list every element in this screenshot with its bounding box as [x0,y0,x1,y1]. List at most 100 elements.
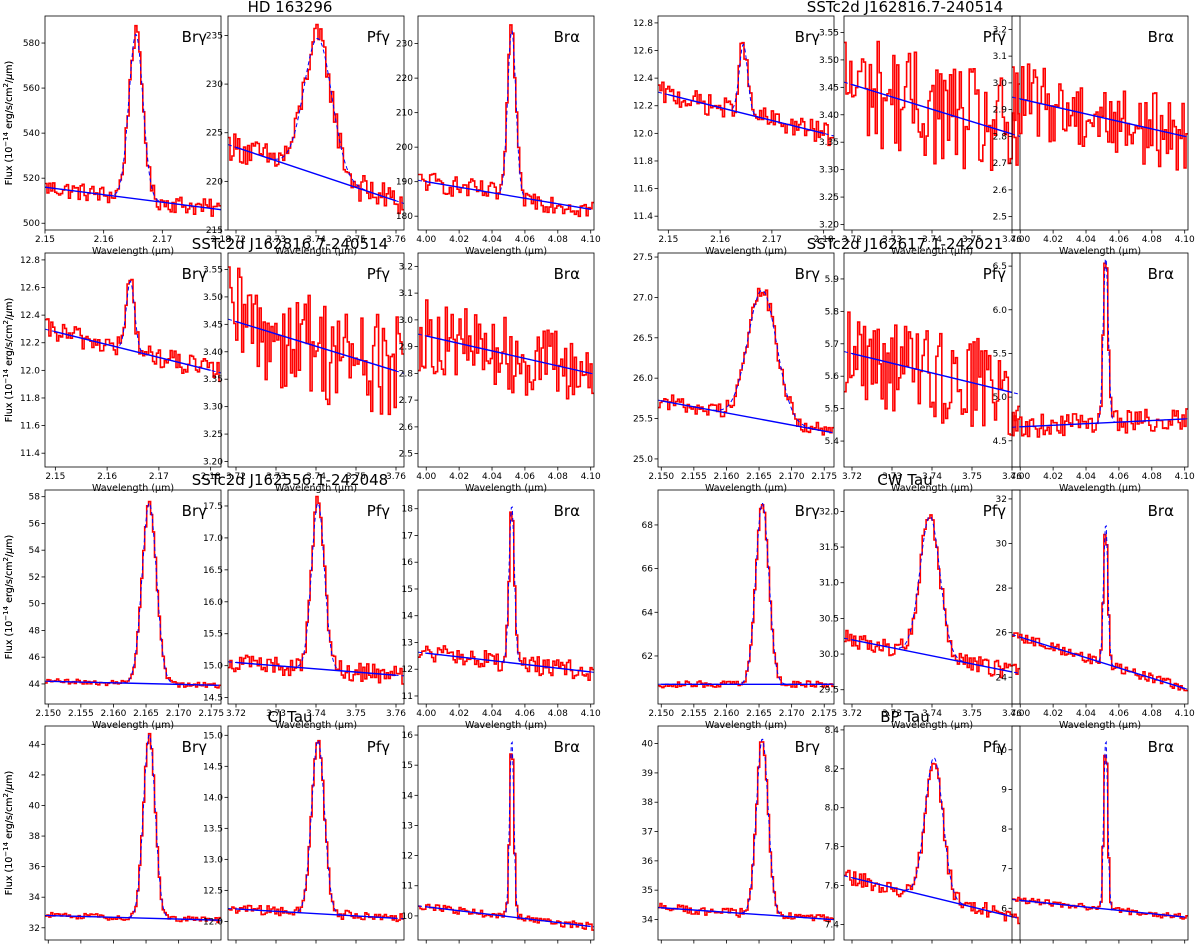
y-tick-label: 3.1 [993,52,1007,62]
axes-frame [1011,252,1189,468]
y-axis-label: Flux (10−14 erg/s/cm2/μm) [2,535,15,660]
y-tick-label: 200 [396,143,413,153]
gaussian-fit-line [1012,740,1188,918]
x-tick-label: 3.74 [922,709,942,719]
x-tick-label: 3.76 [1002,235,1022,245]
y-tick-label: 42 [29,771,40,781]
y-tick-label: 3.0 [993,79,1008,89]
spectrum-panel: 4.00 4.02 4.04 4.06 4.08 4.10 2.5 2.6 2.7 2.8 2.9 3… [993,15,1195,257]
x-tick-label: 3.72 [842,472,862,482]
axes-frame [657,489,835,705]
x-tick-label: 4.00 [416,472,436,482]
y-tick-label: 40 [29,801,41,811]
continuum-fit-line [1020,418,1185,428]
y-axis-label: Flux (10−14 erg/s/cm2/μm) [2,61,15,186]
x-tick-label: 3.75 [346,709,366,719]
y-tick-label: 190 [396,178,413,188]
x-tick-label: 4.04 [482,709,502,719]
y-tick-label: 2.6 [993,186,1008,196]
y-tick-label: 5.7 [825,340,839,350]
y-tick-label: 3.2 [993,25,1007,35]
y-tick-label: 14.5 [203,762,223,772]
line-label: Brγ [182,502,207,520]
y-tick-label: 11.8 [20,394,40,404]
x-tick-label: 4.02 [449,472,469,482]
y-axis-label: Flux (10−14 erg/s/cm2/μm) [2,771,15,896]
y-tick-label: 40 [642,740,654,750]
y-tick-label: 225 [206,129,223,139]
y-tick-label: 12.6 [633,47,653,57]
x-tick-label: 4.08 [1142,709,1162,719]
observed-spectrum-line [844,762,1020,925]
x-tick-label: 3.73 [266,709,286,719]
gaussian-fit-line [658,43,834,137]
y-tick-label: 15.0 [203,662,223,672]
y-tick-label: 34 [29,893,41,903]
x-tick-label: 2.170 [779,472,805,482]
x-tick-label: 3.76 [1002,709,1022,719]
continuum-fit-line [235,146,397,202]
y-tick-label: 29.5 [819,686,839,696]
observed-spectrum-line [844,311,1020,436]
y-tick-label: 28 [996,584,1008,594]
y-tick-label: 5.8 [825,307,840,317]
x-tick-label: 2.160 [101,709,127,719]
axes-frame [657,725,835,941]
y-tick-label: 31.5 [819,543,839,553]
y-tick-label: 15.5 [203,630,223,640]
y-tick-label: 44 [29,740,41,750]
y-tick-label: 16.5 [203,566,223,576]
gaussian-fit-line [658,503,834,685]
observed-spectrum-line [228,23,404,215]
gaussian-fit-line [45,502,221,686]
y-tick-label: 12.8 [20,256,40,266]
x-tick-label: 4.06 [515,235,535,245]
y-tick-label: 540 [23,129,40,139]
y-tick-label: 14 [402,612,414,622]
y-tick-label: 27.5 [633,253,653,263]
x-tick-label: 2.155 [681,472,707,482]
x-tick-label: 4.08 [1142,235,1162,245]
y-tick-label: 38 [642,798,654,808]
y-tick-label: 13.5 [203,824,223,834]
y-tick-label: 7.4 [825,920,840,930]
line-label: Brα [554,738,580,756]
spectrum-panel: 2.15 2.16 2.17 2.18 11.4 11.6 11.8 12.0 12.2 12.4… [2,15,835,257]
gaussian-fit-line [228,502,404,677]
y-tick-label: 32 [29,924,40,934]
spectrum-panel: 3.72 3.73 3.74 3.75 3.76 29.5 30.0 30.5 31.0 31.5… [819,489,1022,731]
x-tick-label: 2.15 [45,472,65,482]
spectrum-panel: 3.72 3.73 3.74 3.75 3.76 3.20 3.25 3.30 3.35 3.40… [203,252,406,494]
axes-frame [843,252,1021,468]
continuum-fit-line [48,680,218,686]
x-tick-label: 2.15 [658,235,678,245]
x-axis-label: Wavelength (μm) [891,483,973,494]
y-tick-label: 180 [396,212,413,222]
y-tick-label: 3.30 [819,166,839,176]
line-label: Pfγ [367,265,390,283]
y-tick-label: 5.9 [825,275,840,285]
x-axis-label: Wavelength (μm) [465,483,547,494]
y-tick-label: 8.0 [825,804,840,814]
x-tick-label: 3.73 [882,709,902,719]
x-tick-label: 3.76 [386,709,406,719]
line-label: Brγ [795,738,820,756]
y-tick-label: 11 [402,692,413,702]
y-tick-label: 11.4 [20,449,40,459]
line-label: Brα [554,502,580,520]
star-title: CI Tau [267,708,313,726]
y-tick-label: 32 [996,495,1007,505]
axes-frame [843,15,1021,231]
y-tick-label: 3.35 [819,138,839,148]
x-tick-label: 2.175 [198,709,224,719]
y-tick-label: 56 [29,519,41,529]
y-tick-label: 30.0 [819,650,839,660]
spectrum-panel: 2.150 2.155 2.160 2.165 2.170 2.175 44 46 48 50 52… [2,489,224,731]
continuum-fit-line [426,335,591,375]
y-tick-label: 18 [402,505,414,515]
x-tick-label: 4.00 [416,235,436,245]
y-tick-label: 6 [1001,904,1007,914]
axes-frame [1011,15,1189,231]
x-tick-label: 4.02 [449,235,469,245]
